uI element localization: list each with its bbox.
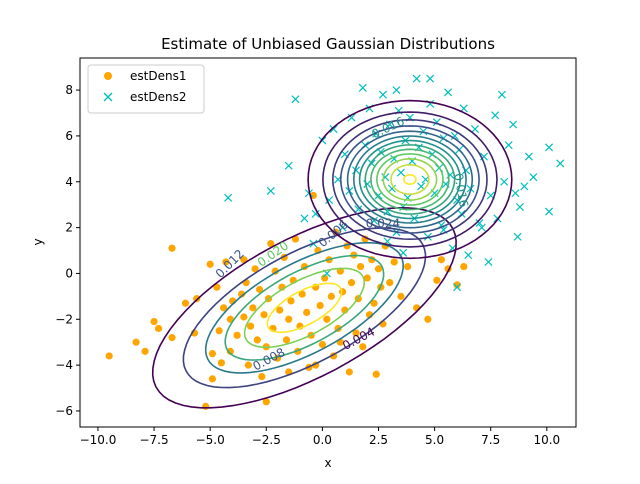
point-estDens1-52 — [303, 309, 310, 316]
point-estDens1-83 — [373, 371, 380, 378]
y-tick-label-4: 2 — [65, 221, 73, 235]
x-axis-label: x — [324, 456, 331, 470]
y-tick-label-0: −6 — [55, 404, 73, 418]
point-estDens1-32 — [260, 311, 267, 318]
point-estDens1-13 — [209, 350, 216, 357]
point-estDens1-68 — [339, 288, 346, 295]
point-estDens1-11 — [207, 261, 214, 268]
legend: estDens1 estDens2 — [88, 65, 204, 113]
point-estDens1-90 — [397, 293, 404, 300]
point-estDens1-71 — [346, 368, 353, 375]
y-tick-label-7: 8 — [65, 83, 73, 97]
point-estDens1-76 — [357, 263, 364, 270]
point-estDens1-23 — [240, 313, 247, 320]
point-estDens1-2 — [141, 348, 148, 355]
y-axis-label: y — [31, 238, 45, 245]
x-tick-label-0: −10.0 — [80, 433, 117, 447]
y-tick-label-1: −4 — [55, 358, 73, 372]
y-tick-label-5: 4 — [65, 175, 73, 189]
legend-label-estDens1: estDens1 — [130, 69, 186, 83]
point-estDens1-1 — [133, 339, 140, 346]
contour-label-estDens2-1: 0.024 — [366, 217, 400, 231]
point-estDens1-58 — [317, 302, 324, 309]
y-tick-label-6: 6 — [65, 129, 73, 143]
point-estDens1-94 — [433, 277, 440, 284]
point-estDens1-61 — [323, 316, 330, 323]
point-estDens1-3 — [150, 318, 157, 325]
point-estDens1-89 — [391, 258, 398, 265]
point-estDens1-12 — [209, 375, 216, 382]
point-estDens1-5 — [168, 245, 175, 252]
x-tick-label-7: 7.5 — [481, 433, 500, 447]
point-estDens1-98 — [460, 263, 467, 270]
point-estDens1-88 — [386, 279, 393, 286]
legend-marker-estDens1 — [104, 72, 112, 80]
point-estDens1-15 — [216, 327, 223, 334]
point-estDens1-31 — [258, 373, 265, 380]
x-tick-label-3: −2.5 — [252, 433, 281, 447]
point-estDens1-95 — [438, 256, 445, 263]
point-estDens1-21 — [234, 332, 241, 339]
point-estDens1-43 — [283, 336, 290, 343]
y-tick-label-3: 0 — [65, 266, 73, 280]
point-estDens1-7 — [182, 300, 189, 307]
point-estDens1-72 — [348, 279, 355, 286]
x-tick-label-1: −7.5 — [139, 433, 168, 447]
x-tick-label-5: 2.5 — [369, 433, 388, 447]
point-estDens1-91 — [404, 263, 411, 270]
point-estDens1-29 — [254, 336, 261, 343]
point-estDens1-6 — [168, 334, 175, 341]
point-estDens1-4 — [155, 325, 162, 332]
point-estDens1-101 — [218, 359, 225, 366]
point-estDens1-0 — [106, 352, 113, 359]
point-estDens1-63 — [328, 293, 335, 300]
x-tick-label-4: 0.0 — [313, 433, 332, 447]
legend-label-estDens2: estDens2 — [130, 90, 186, 104]
chart-title: Estimate of Unbiased Gaussian Distributi… — [161, 35, 495, 53]
y-tick-label-2: −2 — [55, 312, 73, 326]
x-tick-label-6: 5.0 — [425, 433, 444, 447]
point-estDens1-93 — [424, 316, 431, 323]
point-estDens1-44 — [285, 316, 292, 323]
x-tick-label-2: −5.0 — [196, 433, 225, 447]
point-estDens1-10 — [202, 403, 209, 410]
x-tick-label-8: 10.0 — [533, 433, 560, 447]
point-estDens1-26 — [247, 323, 254, 330]
